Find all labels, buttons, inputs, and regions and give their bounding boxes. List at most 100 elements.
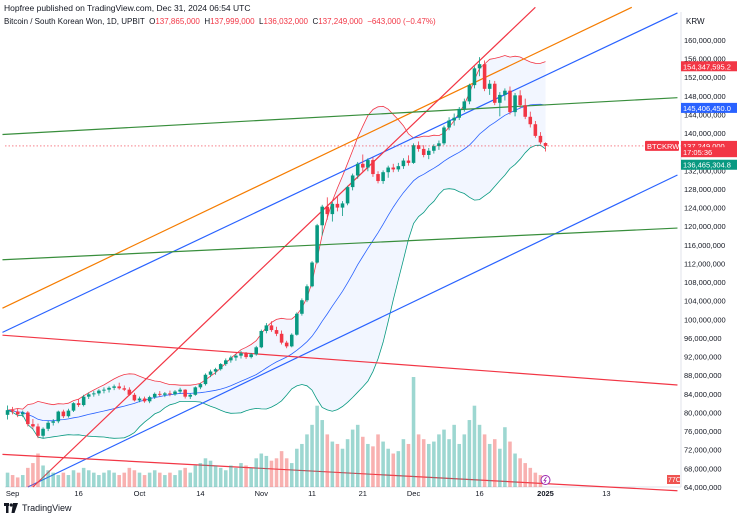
price-tag-label: 145,406,450.0	[683, 104, 731, 113]
volume-bar	[76, 472, 81, 487]
symbol-tag	[645, 140, 679, 151]
candle-body	[183, 389, 187, 397]
volume-bar	[41, 465, 45, 487]
volume-bar	[10, 475, 15, 487]
candle-body	[254, 347, 258, 355]
volume-bar	[127, 467, 132, 487]
volume-bar	[178, 470, 182, 487]
candle-body	[31, 424, 35, 427]
candle-body	[355, 163, 360, 176]
low-label: L	[259, 17, 264, 26]
candle-body	[487, 83, 492, 89]
trend-line-red-upper-channel	[2, 334, 678, 386]
volume-bar	[163, 475, 167, 487]
candle-body	[482, 64, 487, 89]
candle-body	[371, 160, 375, 175]
candle-body	[503, 90, 507, 95]
candle-body	[188, 394, 193, 397]
candle-body	[46, 422, 50, 429]
volume-bar	[396, 451, 401, 487]
close-label: C	[312, 17, 319, 26]
y-tick-label: 100,000,000	[684, 315, 726, 324]
candle-body	[152, 393, 157, 398]
price-tag-label: 136,465,304.8	[683, 161, 731, 170]
volume-bar	[350, 429, 355, 487]
y-tick-label: 112,000,000	[684, 259, 725, 268]
volume-bar	[381, 441, 385, 487]
candle-body	[229, 357, 233, 361]
y-tick-label: 72,000,000	[684, 446, 722, 455]
candle-body	[427, 150, 431, 155]
x-tick-label: Oct	[134, 489, 147, 498]
candle-body	[132, 394, 137, 401]
candle-body	[335, 203, 340, 208]
volume-bar	[188, 472, 193, 487]
volume-bar	[401, 439, 406, 487]
high-label: H	[204, 17, 211, 26]
volume-bar	[340, 448, 345, 487]
volume-bar	[229, 465, 233, 487]
candle-body	[315, 225, 319, 263]
candle-body	[279, 333, 284, 343]
y-tick-label: 120,000,000	[684, 222, 726, 231]
high-value: 137,999,000	[210, 17, 255, 26]
candle-body	[158, 393, 162, 395]
volume-bar	[218, 467, 223, 487]
candle-body	[76, 403, 81, 406]
candle-body	[447, 120, 451, 128]
y-tick-label: 84,000,000	[684, 390, 722, 399]
candle-body	[223, 360, 228, 365]
candle-body	[513, 95, 517, 113]
volume-bar	[112, 472, 116, 487]
candle-body	[330, 203, 335, 215]
volume-bar	[427, 443, 431, 487]
y-tick-label: 108,000,000	[684, 278, 726, 287]
x-tick-label: 21	[359, 489, 367, 498]
volume-bar	[523, 463, 527, 487]
candle-body	[442, 127, 446, 144]
candle-body	[259, 330, 264, 348]
price-tag-label: 17:05:36	[683, 148, 712, 157]
volume-bar	[310, 424, 314, 487]
volume-bar	[467, 420, 472, 487]
candle-body	[102, 389, 106, 391]
volume-bar	[452, 424, 456, 487]
candle-body	[203, 374, 208, 385]
published-by-header: Hopfree published on TradingView.com, De…	[4, 3, 251, 13]
volume-bar	[137, 472, 142, 487]
volume-bar	[533, 472, 538, 487]
candle-body	[543, 143, 548, 146]
y-tick-label: 160,000,000	[684, 36, 726, 45]
candle-body	[416, 145, 421, 149]
candle-body	[142, 398, 147, 402]
trend-line-blue-lower	[27, 174, 678, 488]
candle-body	[173, 391, 177, 395]
volume-bar	[51, 472, 55, 487]
volume-bar	[289, 463, 294, 487]
volume-bar	[142, 475, 147, 487]
candle-body	[289, 334, 294, 347]
x-tick-label: 16	[74, 489, 82, 498]
volume-bar	[254, 458, 258, 487]
volume-bar	[223, 470, 228, 487]
volume-bar	[432, 441, 436, 487]
y-tick-label: 76,000,000	[684, 427, 722, 436]
candle-body	[310, 262, 314, 287]
candle-body	[366, 160, 370, 168]
volume-bar	[203, 458, 208, 487]
y-tick-label: 132,000,000	[684, 166, 726, 175]
volume-bar	[117, 475, 121, 487]
candle-body	[350, 175, 355, 188]
volume-bar	[244, 465, 248, 487]
volume-bar	[20, 475, 25, 487]
candle-body	[147, 397, 152, 402]
price-tag	[681, 61, 737, 72]
volume-bar	[345, 439, 350, 487]
bollinger-basis-line	[7, 103, 546, 422]
volume-bar	[320, 420, 324, 487]
y-tick-label: 148,000,000	[684, 92, 726, 101]
candle-body	[61, 411, 66, 417]
candle-body	[340, 203, 345, 208]
candle-body	[295, 313, 299, 335]
